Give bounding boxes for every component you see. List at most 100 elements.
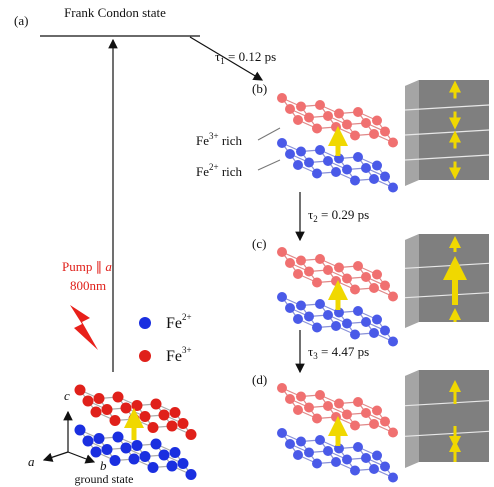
atom: [304, 312, 314, 322]
atom: [372, 406, 382, 416]
legend-entry: Fe3+: [166, 345, 192, 365]
annotation: Fe3+ rich: [196, 131, 243, 148]
atom: [121, 403, 132, 414]
atom: [277, 428, 287, 438]
atom: [296, 102, 306, 112]
state-label: Frank Condon state: [64, 5, 166, 20]
atom: [167, 421, 178, 432]
atom: [380, 127, 390, 137]
atom: [285, 149, 295, 159]
lifetime: τ2 = 0.29 ps: [308, 207, 369, 224]
atom: [285, 258, 295, 268]
atom: [353, 152, 363, 162]
atom: [312, 323, 322, 333]
atom: [331, 321, 341, 331]
atom: [342, 120, 352, 130]
atom: [315, 390, 325, 400]
atom: [151, 439, 162, 450]
atom: [361, 118, 371, 128]
atom: [129, 454, 140, 465]
atom: [323, 401, 333, 411]
atom: [159, 410, 170, 421]
atom: [293, 115, 303, 125]
atom: [372, 270, 382, 280]
atom: [148, 422, 159, 433]
atom: [83, 396, 94, 407]
atom: [380, 281, 390, 291]
atom: [353, 442, 363, 452]
atom: [369, 283, 379, 293]
atom: [315, 145, 325, 155]
atom: [372, 315, 382, 325]
atom: [380, 326, 390, 336]
atom: [110, 455, 121, 466]
atom: [178, 458, 189, 469]
atom: [178, 418, 189, 429]
atom: [304, 403, 314, 413]
atom: [170, 447, 181, 458]
atom: [342, 455, 352, 465]
atom: [388, 292, 398, 302]
atom: [334, 263, 344, 273]
atom: [372, 116, 382, 126]
atom: [132, 400, 143, 411]
atom: [361, 317, 371, 327]
atom: [140, 451, 151, 462]
atom: [388, 337, 398, 347]
atom: [315, 100, 325, 110]
atom: [186, 429, 197, 440]
atom: [159, 450, 170, 461]
atom: [113, 392, 124, 403]
atom: [285, 104, 295, 114]
atom: [380, 462, 390, 472]
atom: [170, 407, 181, 418]
caption: ground state: [75, 472, 134, 486]
atom: [323, 265, 333, 275]
block-side: [405, 234, 419, 328]
atom: [296, 256, 306, 266]
atom: [285, 303, 295, 313]
atom: [75, 385, 86, 396]
legend-entry: Fe2+: [166, 312, 192, 332]
atom: [277, 247, 287, 257]
atom: [350, 131, 360, 141]
atom: [167, 461, 178, 472]
atom: [277, 383, 287, 393]
atom: [186, 469, 197, 480]
atom: [388, 428, 398, 438]
atom: [94, 393, 105, 404]
legend-dot: [139, 350, 151, 362]
atom: [304, 267, 314, 277]
atom: [331, 457, 341, 467]
atom: [331, 122, 341, 132]
atom: [369, 464, 379, 474]
atom: [293, 314, 303, 324]
atom: [277, 138, 287, 148]
atom: [296, 437, 306, 447]
atom: [372, 161, 382, 171]
pump-label: Pump ∥ a: [62, 259, 112, 274]
atom: [331, 412, 341, 422]
atom: [312, 414, 322, 424]
atom: [315, 299, 325, 309]
atom: [312, 278, 322, 288]
panel-label: (c): [252, 236, 266, 251]
atom: [323, 310, 333, 320]
axis-label: c: [64, 388, 70, 403]
atom: [331, 167, 341, 177]
atom: [121, 443, 132, 454]
atom: [285, 394, 295, 404]
atom: [350, 285, 360, 295]
atom: [304, 448, 314, 458]
atom: [293, 405, 303, 415]
block-side: [405, 80, 419, 186]
atom: [334, 399, 344, 409]
figure: (a) Frank Condon state (b) (c) (d) τ1 = …: [0, 0, 494, 487]
block-side: [405, 370, 419, 468]
atom: [350, 466, 360, 476]
atom: [342, 410, 352, 420]
atom: [293, 269, 303, 279]
atom: [110, 415, 121, 426]
atom: [342, 165, 352, 175]
pump-bolt: [70, 305, 98, 350]
